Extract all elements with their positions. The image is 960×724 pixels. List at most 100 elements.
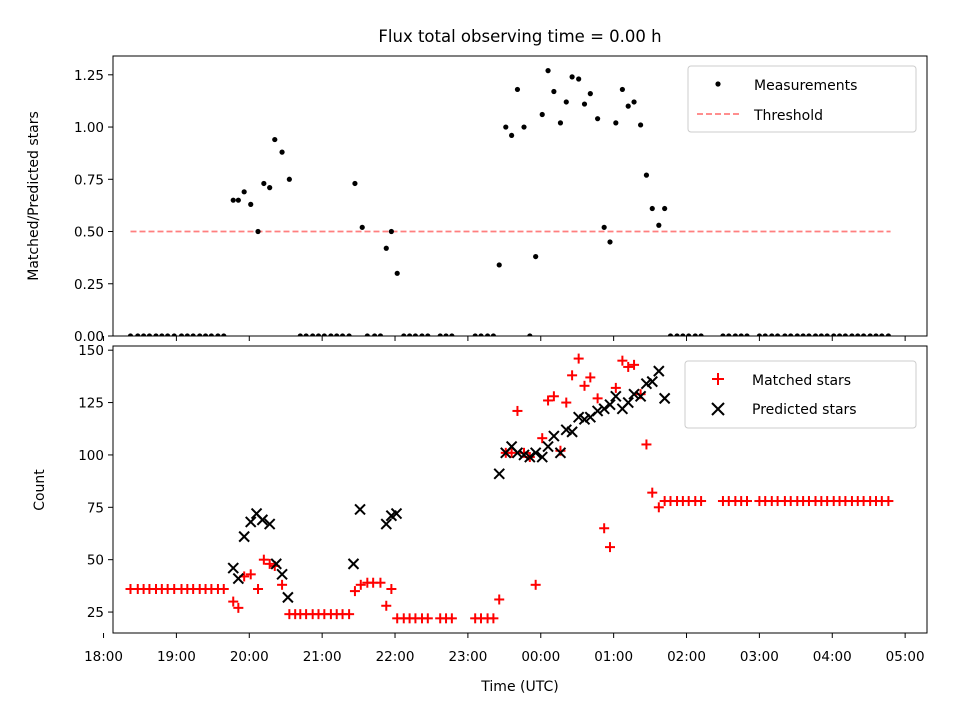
measurement-point [412, 333, 419, 336]
matched-star-point [579, 380, 590, 391]
measurement-point [255, 228, 261, 235]
matched-star-point [375, 577, 386, 588]
measurement-point [601, 224, 607, 230]
bottom-xtick-label: 18:00 [84, 649, 123, 665]
measurement-point [372, 333, 378, 336]
measurement-point [190, 333, 196, 336]
matched-star-point [543, 395, 554, 406]
measurement-point [879, 333, 885, 336]
bottom-axes-frame [112, 345, 928, 634]
matched-star-point [530, 579, 541, 590]
measurement-point [563, 99, 569, 105]
matched-star-point [494, 594, 505, 605]
matched-star-point [277, 579, 288, 590]
matched-star-point [573, 353, 584, 364]
bottom-xtick-label: 22:00 [376, 649, 415, 665]
measurement-point [443, 333, 449, 336]
matched-star-point [696, 496, 707, 507]
matched-star-point [344, 609, 355, 620]
predicted-star-point [493, 468, 505, 480]
predicted-star-point [263, 518, 276, 530]
measurement-point [625, 103, 631, 109]
measurement-point [352, 180, 358, 187]
measurement-point [619, 86, 625, 93]
matched-star-point [488, 613, 499, 624]
measurement-point [303, 333, 309, 336]
predicted-star-point [245, 516, 257, 528]
measurement-point [649, 205, 655, 212]
matched-star-point [883, 496, 894, 507]
measurement-point [141, 333, 147, 336]
bottom-x-ticks: 18:00 19:00 20:00 21:00 22:00 23:00 00:00 01:00… [84, 633, 925, 665]
matched-star-point [548, 391, 559, 402]
matched-star-point [604, 542, 615, 553]
predicted-star-point [622, 396, 634, 409]
top-legend-box [687, 65, 917, 133]
bottom-xtick-label: 20:00 [230, 649, 269, 665]
measurement-point [824, 333, 830, 336]
measurement-point [248, 201, 254, 207]
matched-star-point [381, 600, 392, 611]
measurement-point [328, 333, 334, 336]
top-ytick-label: 0.75 [74, 172, 104, 188]
measurement-point [394, 270, 400, 276]
measurement-point [762, 333, 768, 336]
measurement-point [686, 333, 692, 336]
matched-star-point [561, 397, 572, 408]
predicted-star-point [554, 447, 567, 459]
measurement-point [656, 222, 662, 228]
measurement-point [159, 333, 165, 336]
measurement-point [527, 333, 533, 336]
measurement-point [279, 149, 285, 155]
legend-predicted-marker [711, 402, 725, 416]
measurement-point [235, 197, 241, 203]
measurement-point [873, 333, 879, 336]
measurement-point [478, 333, 484, 336]
measurement-point [756, 333, 762, 336]
measurement-point [321, 333, 327, 336]
bottom-ytick-label: 25 [87, 605, 104, 621]
bottom-data-marks [125, 353, 894, 624]
top-data-marks [127, 68, 891, 336]
measurement-point [855, 333, 861, 336]
predicted-star-point [653, 365, 665, 377]
measurement-point [831, 333, 837, 336]
measurement-point [184, 333, 190, 336]
bottom-xtick-label: 19:00 [157, 649, 196, 665]
measurement-point [539, 111, 545, 118]
measurement-point [698, 333, 704, 336]
bottom-ytick-label: 125 [78, 396, 104, 412]
bottom-x-axis-label: Time (UTC) [480, 679, 558, 695]
predicted-star-point [232, 572, 245, 585]
predicted-star-point [610, 390, 622, 402]
measurement-point [726, 333, 732, 336]
predicted-star-point [646, 375, 658, 388]
legend-measurements-marker [715, 81, 721, 87]
measurement-point [197, 333, 203, 336]
matched-star-point [386, 584, 397, 595]
matched-star-point [233, 602, 244, 613]
matched-star-point [592, 393, 603, 404]
matched-star-point [610, 382, 621, 393]
measurement-point [339, 333, 346, 336]
measurement-point [419, 333, 425, 336]
measurement-point [667, 333, 674, 336]
measurement-point [867, 333, 873, 336]
measurement-point [769, 333, 775, 336]
measurement-point [569, 74, 575, 80]
measurement-point [509, 132, 515, 139]
measurement-point [607, 239, 613, 245]
measurement-point [202, 333, 209, 336]
legend-measurements-label: Measurements [754, 78, 857, 94]
measurement-point [595, 116, 601, 122]
measurement-point [613, 120, 619, 126]
measurement-point [377, 333, 384, 336]
predicted-star-point [511, 447, 524, 459]
measurement-point [533, 253, 539, 260]
bottom-xtick-label: 02:00 [667, 649, 706, 665]
top-ytick-label: 0.25 [74, 277, 104, 293]
measurement-point [153, 333, 159, 336]
measurement-point [788, 333, 794, 336]
matched-star-point [506, 447, 517, 458]
